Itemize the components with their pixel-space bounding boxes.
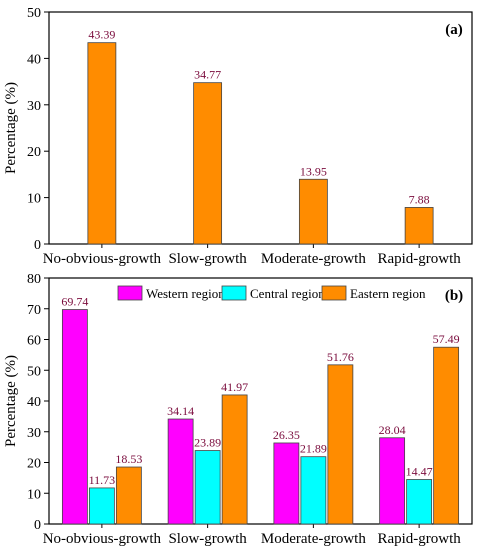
panel-a-x-category-label: Rapid-growth: [377, 251, 461, 267]
panel-a-ytick-label: 10: [27, 192, 41, 207]
panel-a-bar: [87, 42, 117, 245]
legend-swatch: [321, 285, 347, 301]
panel-b-ytick-label: 60: [27, 334, 41, 349]
panel-b-ytick-label: 20: [27, 457, 41, 472]
panel-b-x-category-label: No-obvious-growth: [43, 531, 162, 547]
panel-a-x-category-label: Slow-growth: [168, 251, 247, 267]
panel-a-plot-frame: [48, 11, 473, 245]
panel-a-data-label: 7.88: [409, 192, 430, 206]
panel-b-data-label: 57.49: [433, 332, 460, 346]
panel-b-x-category-label: Rapid-growth: [377, 531, 461, 547]
panel-b-bar: [273, 442, 300, 525]
panel-b-ytick-label: 10: [27, 487, 41, 502]
panel-b-y-axis-label: Percentage (%): [3, 355, 19, 447]
panel-b-data-label: 28.04: [379, 423, 406, 437]
panel-b-ytick-label: 70: [27, 303, 41, 318]
panel-b-ytick-label: 0: [34, 518, 41, 533]
panel-a-y-axis-label: Percentage (%): [3, 82, 19, 174]
panel-b-bar: [167, 418, 194, 525]
panel-a-bar: [193, 82, 223, 245]
panel-b-data-label: 34.14: [167, 404, 194, 418]
panel-b-data-label: 14.47: [406, 465, 433, 479]
panel-b-plot-frame: [48, 277, 473, 525]
panel-b-bar: [406, 479, 433, 525]
panel-a-bar: [298, 178, 328, 245]
panel-a-ytick-label: 40: [27, 52, 41, 67]
panel-b-bar: [221, 394, 248, 525]
panel-a-bar: [404, 207, 434, 245]
panel-b-bar: [194, 450, 221, 525]
panel-b-data-label: 21.89: [300, 442, 327, 456]
legend-label: Western region: [146, 286, 225, 301]
panel-b-data-label: 51.76: [327, 350, 354, 364]
panel-a-x-category-label: No-obvious-growth: [43, 251, 162, 267]
panel-b-ytick-label: 30: [27, 426, 41, 441]
legend-swatch: [221, 285, 247, 301]
panel-a-data-label: 43.39: [88, 28, 115, 42]
panel-b-bar: [88, 487, 115, 525]
panel-b-data-label: 18.53: [115, 452, 142, 466]
panel-b-bar: [300, 456, 327, 525]
panel-b-bar: [379, 437, 406, 525]
panel-a-ytick-label: 20: [27, 145, 41, 160]
panel-b-data-label: 23.89: [194, 436, 221, 450]
panel-b-ytick-label: 80: [27, 272, 41, 287]
panel-b-x-category-label: Moderate-growth: [261, 531, 366, 547]
legend-label: Central region: [250, 286, 325, 301]
legend-swatch: [117, 285, 143, 301]
panel-a-chart: 0 10 20 30 40 50 Percentage (%) No-obvious-grow…: [3, 6, 473, 267]
panel-a-ytick-label: 50: [27, 6, 41, 21]
panel-b-data-label: 41.97: [221, 380, 248, 394]
panel-a-ytick-label: 0: [34, 238, 41, 253]
panel-a-ytick-label: 30: [27, 99, 41, 114]
panel-b-ytick-label: 40: [27, 395, 41, 410]
panel-b-bar: [115, 466, 142, 525]
panel-b-bar: [433, 346, 460, 525]
panel-b-bar: [61, 309, 88, 525]
panel-a-data-label: 34.77: [194, 68, 221, 82]
panel-b-x-category-label: Slow-growth: [168, 531, 247, 547]
panel-a-data-label: 13.95: [300, 164, 327, 178]
panel-b-chart: 0 10 20 30 40 50 60 70 80 Percentage (%) No-obviou…: [3, 272, 473, 547]
panel-a-x-category-label: Moderate-growth: [261, 251, 366, 267]
legend-label: Eastern region: [350, 286, 426, 301]
panel-b-data-label: 11.73: [89, 473, 116, 487]
panel-b-data-label: 26.35: [273, 428, 300, 442]
panel-b-data-label: 69.74: [61, 295, 88, 309]
panel-b-bar: [327, 364, 354, 525]
panel-b-label: (b): [445, 288, 463, 304]
panel-a-label: (a): [445, 22, 463, 38]
panel-b-ytick-label: 50: [27, 364, 41, 379]
